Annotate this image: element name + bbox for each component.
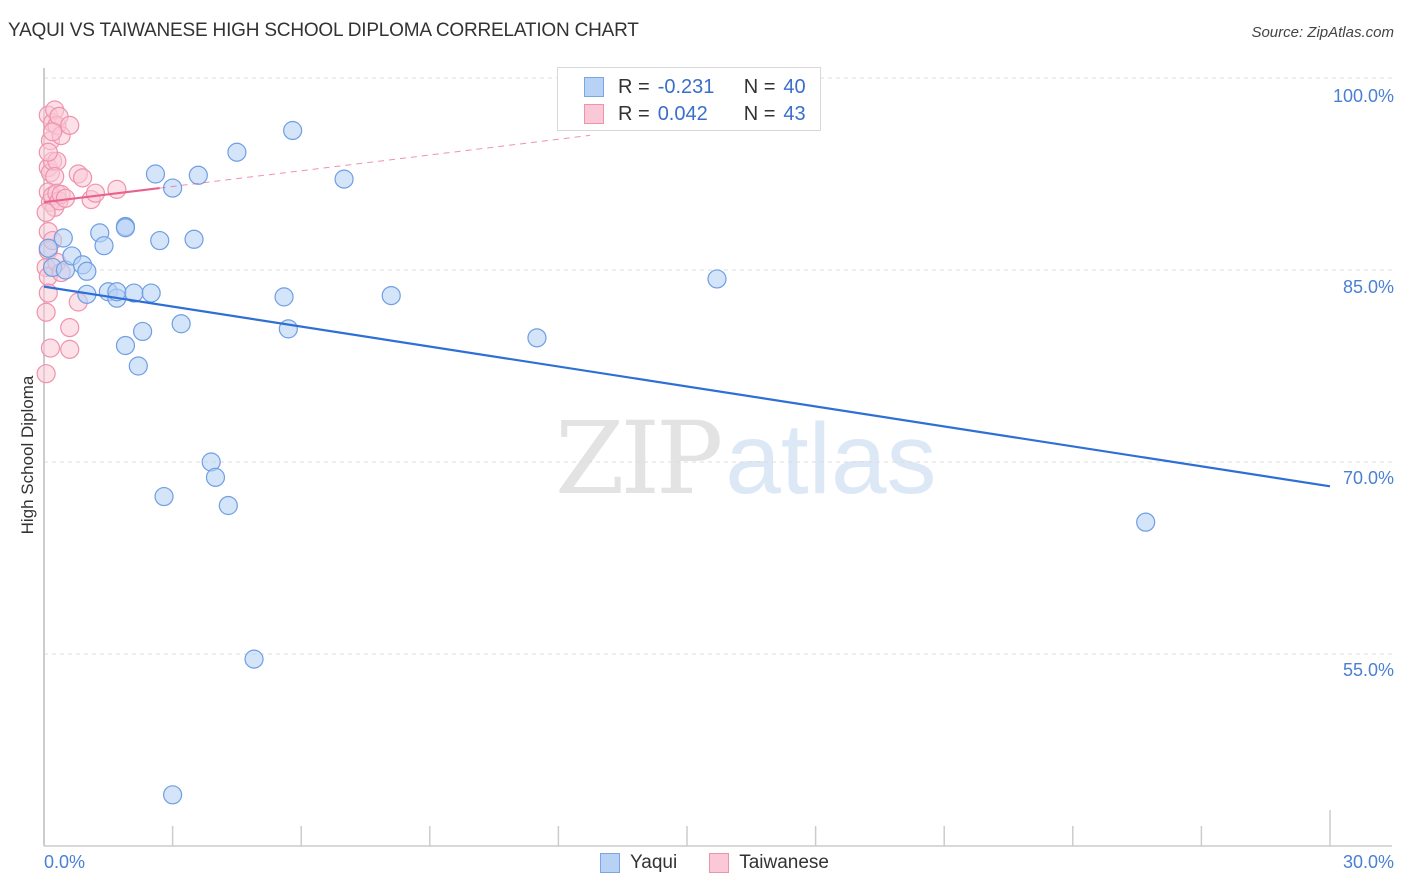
taiwanese-point [60,115,80,135]
yaqui-point [163,178,183,198]
yaqui-point [381,286,401,306]
taiwanese-point [85,183,106,203]
yaqui-trendline [43,285,1331,488]
yaqui-point [163,785,183,805]
y-tick-85: 85.0% [1342,277,1394,297]
r-value-taiwanese: 0.042 [657,102,708,125]
taiwanese-point [38,142,58,162]
x-tick-0: 0.0% [44,852,86,872]
x-tick-30: 30.0% [1342,852,1394,872]
y-tick-70: 70.0% [1342,468,1394,488]
legend-row-taiwanese: R = 0.042 N = 43 [584,102,806,126]
taiwanese-point [36,364,56,384]
taiwanese-point [60,318,80,338]
y-tick-55: 55.0% [1342,660,1394,680]
yaqui-point [53,228,73,248]
yaqui-point [171,314,191,334]
source-label: Source: ZipAtlas.com [1251,24,1394,41]
n-label: N = [743,75,776,98]
watermark-zip: ZIP [555,400,723,517]
yaqui-point [128,356,148,376]
yaqui-point [94,236,114,256]
yaqui-point [115,218,136,238]
taiwanese-swatch-icon [709,853,730,873]
yaqui-points [38,120,1156,805]
y-tick-100: 100.0% [1332,86,1394,106]
yaqui-point [141,283,161,303]
taiwanese-point [107,179,127,199]
axes [43,68,1392,847]
yaqui-point [188,165,208,185]
r-label: R = [618,75,650,98]
legend-row-yaqui: R = -0.231 N = 40 [584,75,806,99]
legend-item-taiwanese[interactable]: Taiwanese [709,852,829,874]
yaqui-point [244,649,264,669]
taiwanese-trendline-extension [159,134,591,189]
r-label: R = [618,102,650,125]
taiwanese-point [36,302,56,322]
taiwanese-trendline [43,186,160,204]
yaqui-point [218,495,238,516]
correlation-legend: R = -0.231 N = 40 R = 0.042 N = 43 [557,67,821,131]
yaqui-point [334,169,354,189]
yaqui-point [205,467,226,487]
y-axis-label: High School Diploma [18,375,37,535]
taiwanese-point [40,338,61,358]
yaqui-point [154,486,174,507]
yaqui-point [707,269,727,289]
r-value-yaqui: -0.231 [657,75,715,98]
yaqui-swatch-icon [584,77,604,97]
chart-title: YAQUI VS TAIWANESE HIGH SCHOOL DIPLOMA C… [8,20,639,41]
yaqui-point [132,321,153,342]
legend-label-yaqui: Yaqui [630,852,678,873]
n-label: N = [743,102,776,125]
taiwanese-point [42,122,63,142]
gridlines [44,77,1392,655]
legend-label-taiwanese: Taiwanese [739,852,829,873]
n-value-taiwanese: 43 [783,102,806,125]
legend-item-yaqui[interactable]: Yaqui [600,852,677,874]
yaqui-point [274,287,294,307]
yaqui-swatch-icon [600,853,620,873]
yaqui-point [283,120,303,141]
taiwanese-point [36,202,56,222]
yaqui-point [227,142,247,162]
watermark-atlas: atlas [725,403,937,515]
yaqui-point [115,335,136,356]
taiwanese-point [60,339,80,359]
n-value-yaqui: 40 [783,75,806,98]
yaqui-point [184,229,204,249]
yaqui-point [1136,512,1156,532]
yaqui-point [150,230,170,251]
series-legend: Yaqui Taiwanese [600,852,861,874]
taiwanese-point [72,168,93,188]
yaqui-point [38,238,58,258]
yaqui-point [77,261,97,281]
taiwanese-swatch-icon [584,104,604,124]
yaqui-point [145,164,166,184]
yaqui-point [527,328,547,348]
trendlines [43,134,1331,488]
zipatlas-watermark: ZIPatlas [555,400,937,517]
